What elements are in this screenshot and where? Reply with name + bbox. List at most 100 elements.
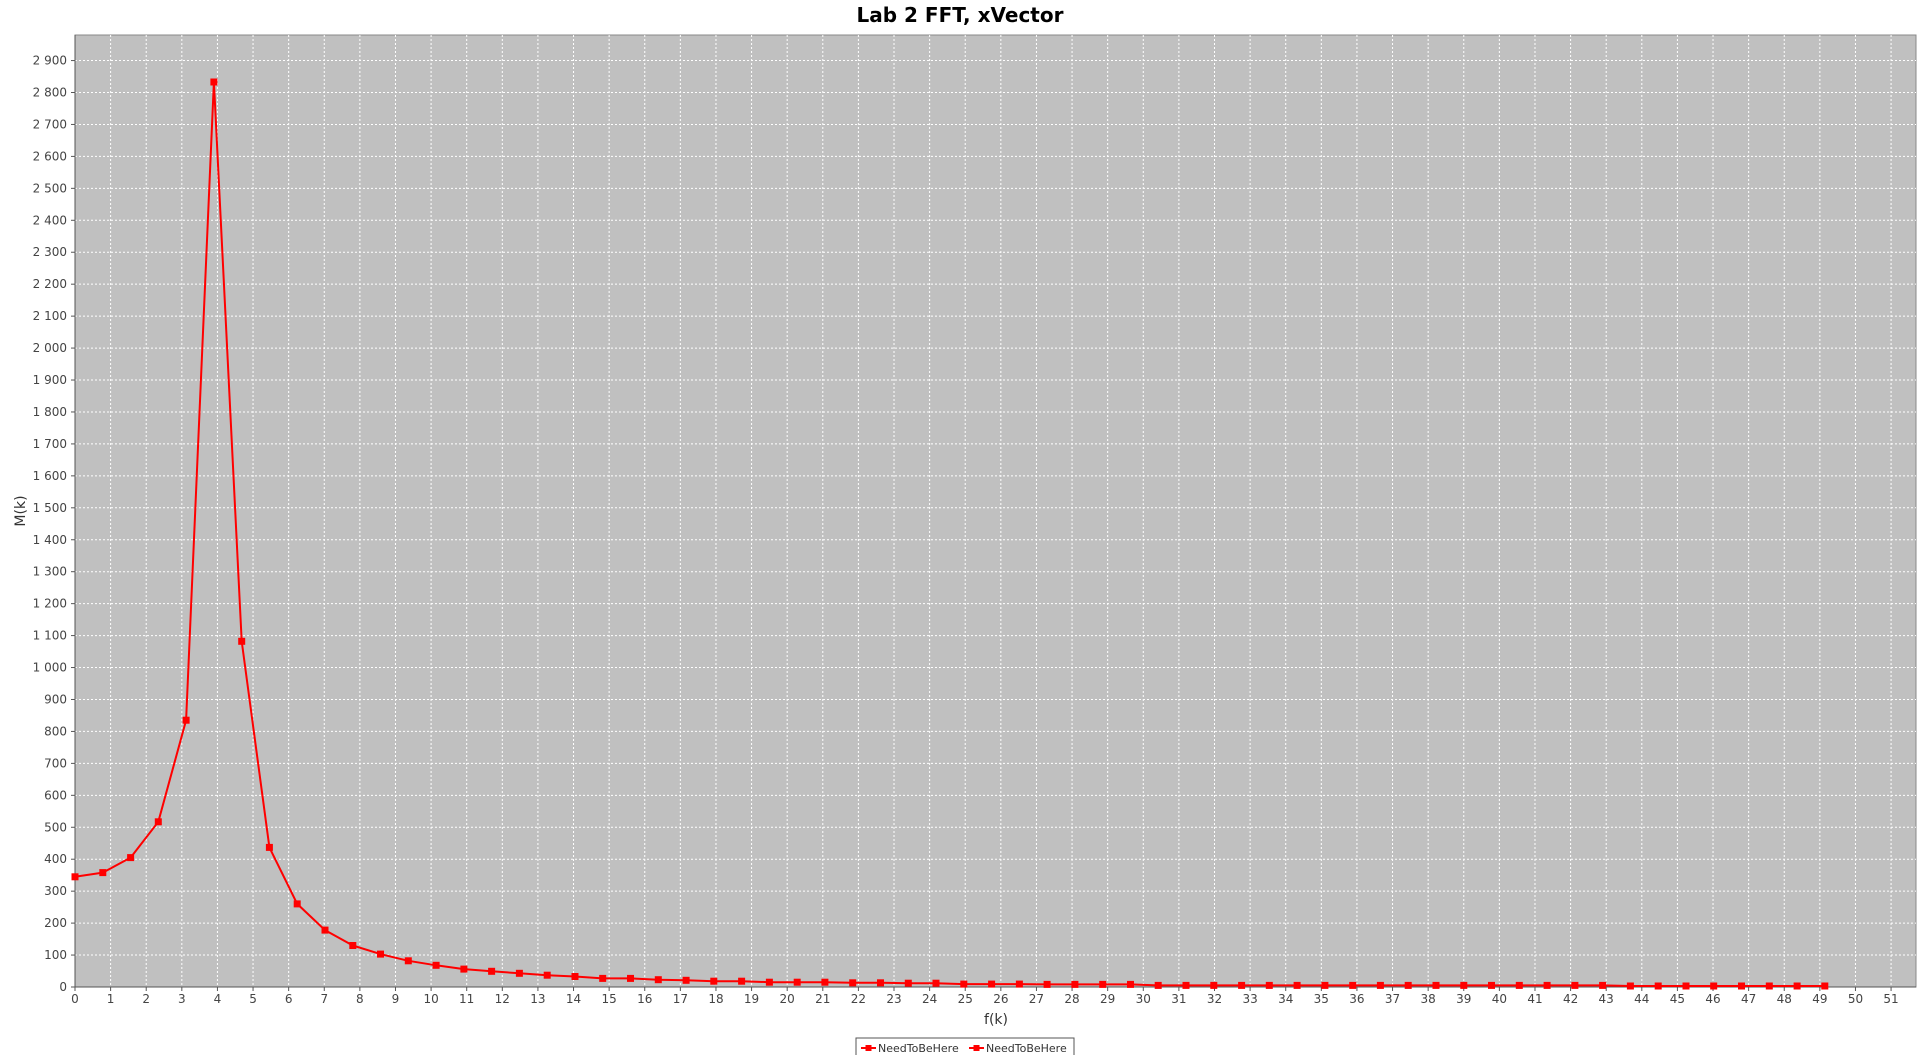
data-point: [99, 869, 107, 877]
x-tick-label: 47: [1741, 992, 1756, 1006]
data-point: [1710, 982, 1718, 990]
x-tick-label: 48: [1777, 992, 1792, 1006]
y-tick-label: 2 400: [33, 213, 67, 227]
legend-marker-icon: [973, 1045, 980, 1051]
x-tick-label: 38: [1421, 992, 1436, 1006]
data-point: [488, 967, 496, 975]
data-point: [849, 979, 857, 987]
data-point: [1488, 981, 1495, 989]
x-tick-label: 19: [744, 992, 759, 1006]
y-tick-label: 1 700: [33, 437, 67, 451]
data-point: [599, 974, 607, 982]
x-tick-label: 22: [851, 992, 866, 1006]
x-tick-label: 40: [1492, 992, 1507, 1006]
y-tick-label: 200: [44, 916, 67, 930]
data-point: [1432, 981, 1440, 989]
data-point: [293, 900, 301, 908]
x-tick-label: 37: [1385, 992, 1400, 1006]
y-tick-label: 2 900: [33, 54, 67, 68]
x-tick-label: 41: [1527, 992, 1542, 1006]
data-point: [515, 969, 523, 977]
x-tick-label: 21: [815, 992, 830, 1006]
data-point: [377, 950, 384, 958]
y-tick-label: 2 200: [33, 277, 67, 291]
legend-marker-icon: [865, 1045, 872, 1051]
series-line: [74, 81, 1825, 987]
data-point: [404, 957, 412, 965]
legend-label: NeedToBeHere: [986, 1042, 1067, 1055]
data-point: [1599, 981, 1607, 989]
x-tick-label: 30: [1136, 992, 1151, 1006]
x-tick-label: 23: [886, 992, 901, 1006]
x-tick-label: 27: [1029, 992, 1044, 1006]
x-tick-label: 31: [1171, 992, 1186, 1006]
data-point: [71, 873, 79, 881]
legend-item: NeedToBeHere: [969, 1042, 1067, 1055]
y-axis-label: M(k): [13, 495, 29, 526]
series-layer: [71, 78, 1829, 990]
x-tick-label: 45: [1670, 992, 1685, 1006]
data-point: [1460, 981, 1468, 989]
x-tick-label: 12: [495, 992, 510, 1006]
y-tick-label: 400: [44, 852, 67, 866]
y-tick-label: 2 100: [33, 309, 67, 323]
data-point: [988, 980, 996, 988]
y-tick-label: 1 200: [33, 597, 67, 611]
x-tick-label: 6: [285, 992, 293, 1006]
data-point: [1515, 981, 1523, 989]
data-point: [1682, 982, 1690, 990]
data-point: [1210, 981, 1218, 989]
data-point: [1738, 982, 1745, 990]
y-tick-label: 700: [44, 756, 67, 770]
x-tick-label: 2: [142, 992, 150, 1006]
data-point: [904, 979, 912, 987]
x-tick-label: 34: [1278, 992, 1293, 1006]
data-point: [1071, 980, 1079, 988]
data-point: [1099, 980, 1107, 988]
y-tick-label: 1 100: [33, 629, 67, 643]
x-tick-label: 46: [1705, 992, 1720, 1006]
x-tick-label: 28: [1064, 992, 1079, 1006]
data-point: [1349, 981, 1357, 989]
y-tick-label: 1 000: [33, 661, 67, 675]
x-tick-label: 42: [1563, 992, 1578, 1006]
data-point: [1321, 981, 1329, 989]
legend: NeedToBeHere NeedToBeHere: [855, 1037, 1075, 1055]
y-tick-label: 2 500: [33, 181, 67, 195]
data-point: [710, 977, 718, 985]
data-point: [238, 637, 246, 645]
data-point: [182, 716, 190, 724]
data-point: [1043, 980, 1051, 988]
x-tick-label: 24: [922, 992, 937, 1006]
x-tick-label: 13: [530, 992, 545, 1006]
x-tick-label: 17: [673, 992, 688, 1006]
data-point: [1404, 981, 1412, 989]
x-tick-label: 1: [107, 992, 115, 1006]
y-tick-label: 1 500: [33, 501, 67, 515]
legend-label: NeedToBeHere: [878, 1042, 959, 1055]
x-tick-label: 3: [178, 992, 186, 1006]
x-tick-label: 4: [214, 992, 222, 1006]
x-tick-label: 49: [1812, 992, 1827, 1006]
y-tick-label: 600: [44, 788, 67, 802]
data-point: [1793, 982, 1801, 990]
y-tick-label: 2 600: [33, 149, 67, 163]
data-point: [1654, 982, 1662, 990]
data-point: [932, 979, 940, 987]
data-point: [543, 971, 551, 979]
x-tick-label: 50: [1848, 992, 1863, 1006]
data-point: [1265, 981, 1273, 989]
x-tick-label: 8: [356, 992, 364, 1006]
data-point: [210, 78, 218, 86]
x-tick-label: 0: [71, 992, 79, 1006]
y-tick-label: 900: [44, 692, 67, 706]
data-point: [1238, 981, 1246, 989]
data-point: [1765, 982, 1773, 990]
data-point: [765, 978, 773, 986]
y-tick-label: 2 700: [33, 117, 67, 131]
data-point: [265, 843, 273, 851]
data-point: [960, 980, 968, 988]
data-point: [821, 978, 829, 986]
chart-title: Lab 2 FFT, xVector: [857, 3, 1064, 27]
